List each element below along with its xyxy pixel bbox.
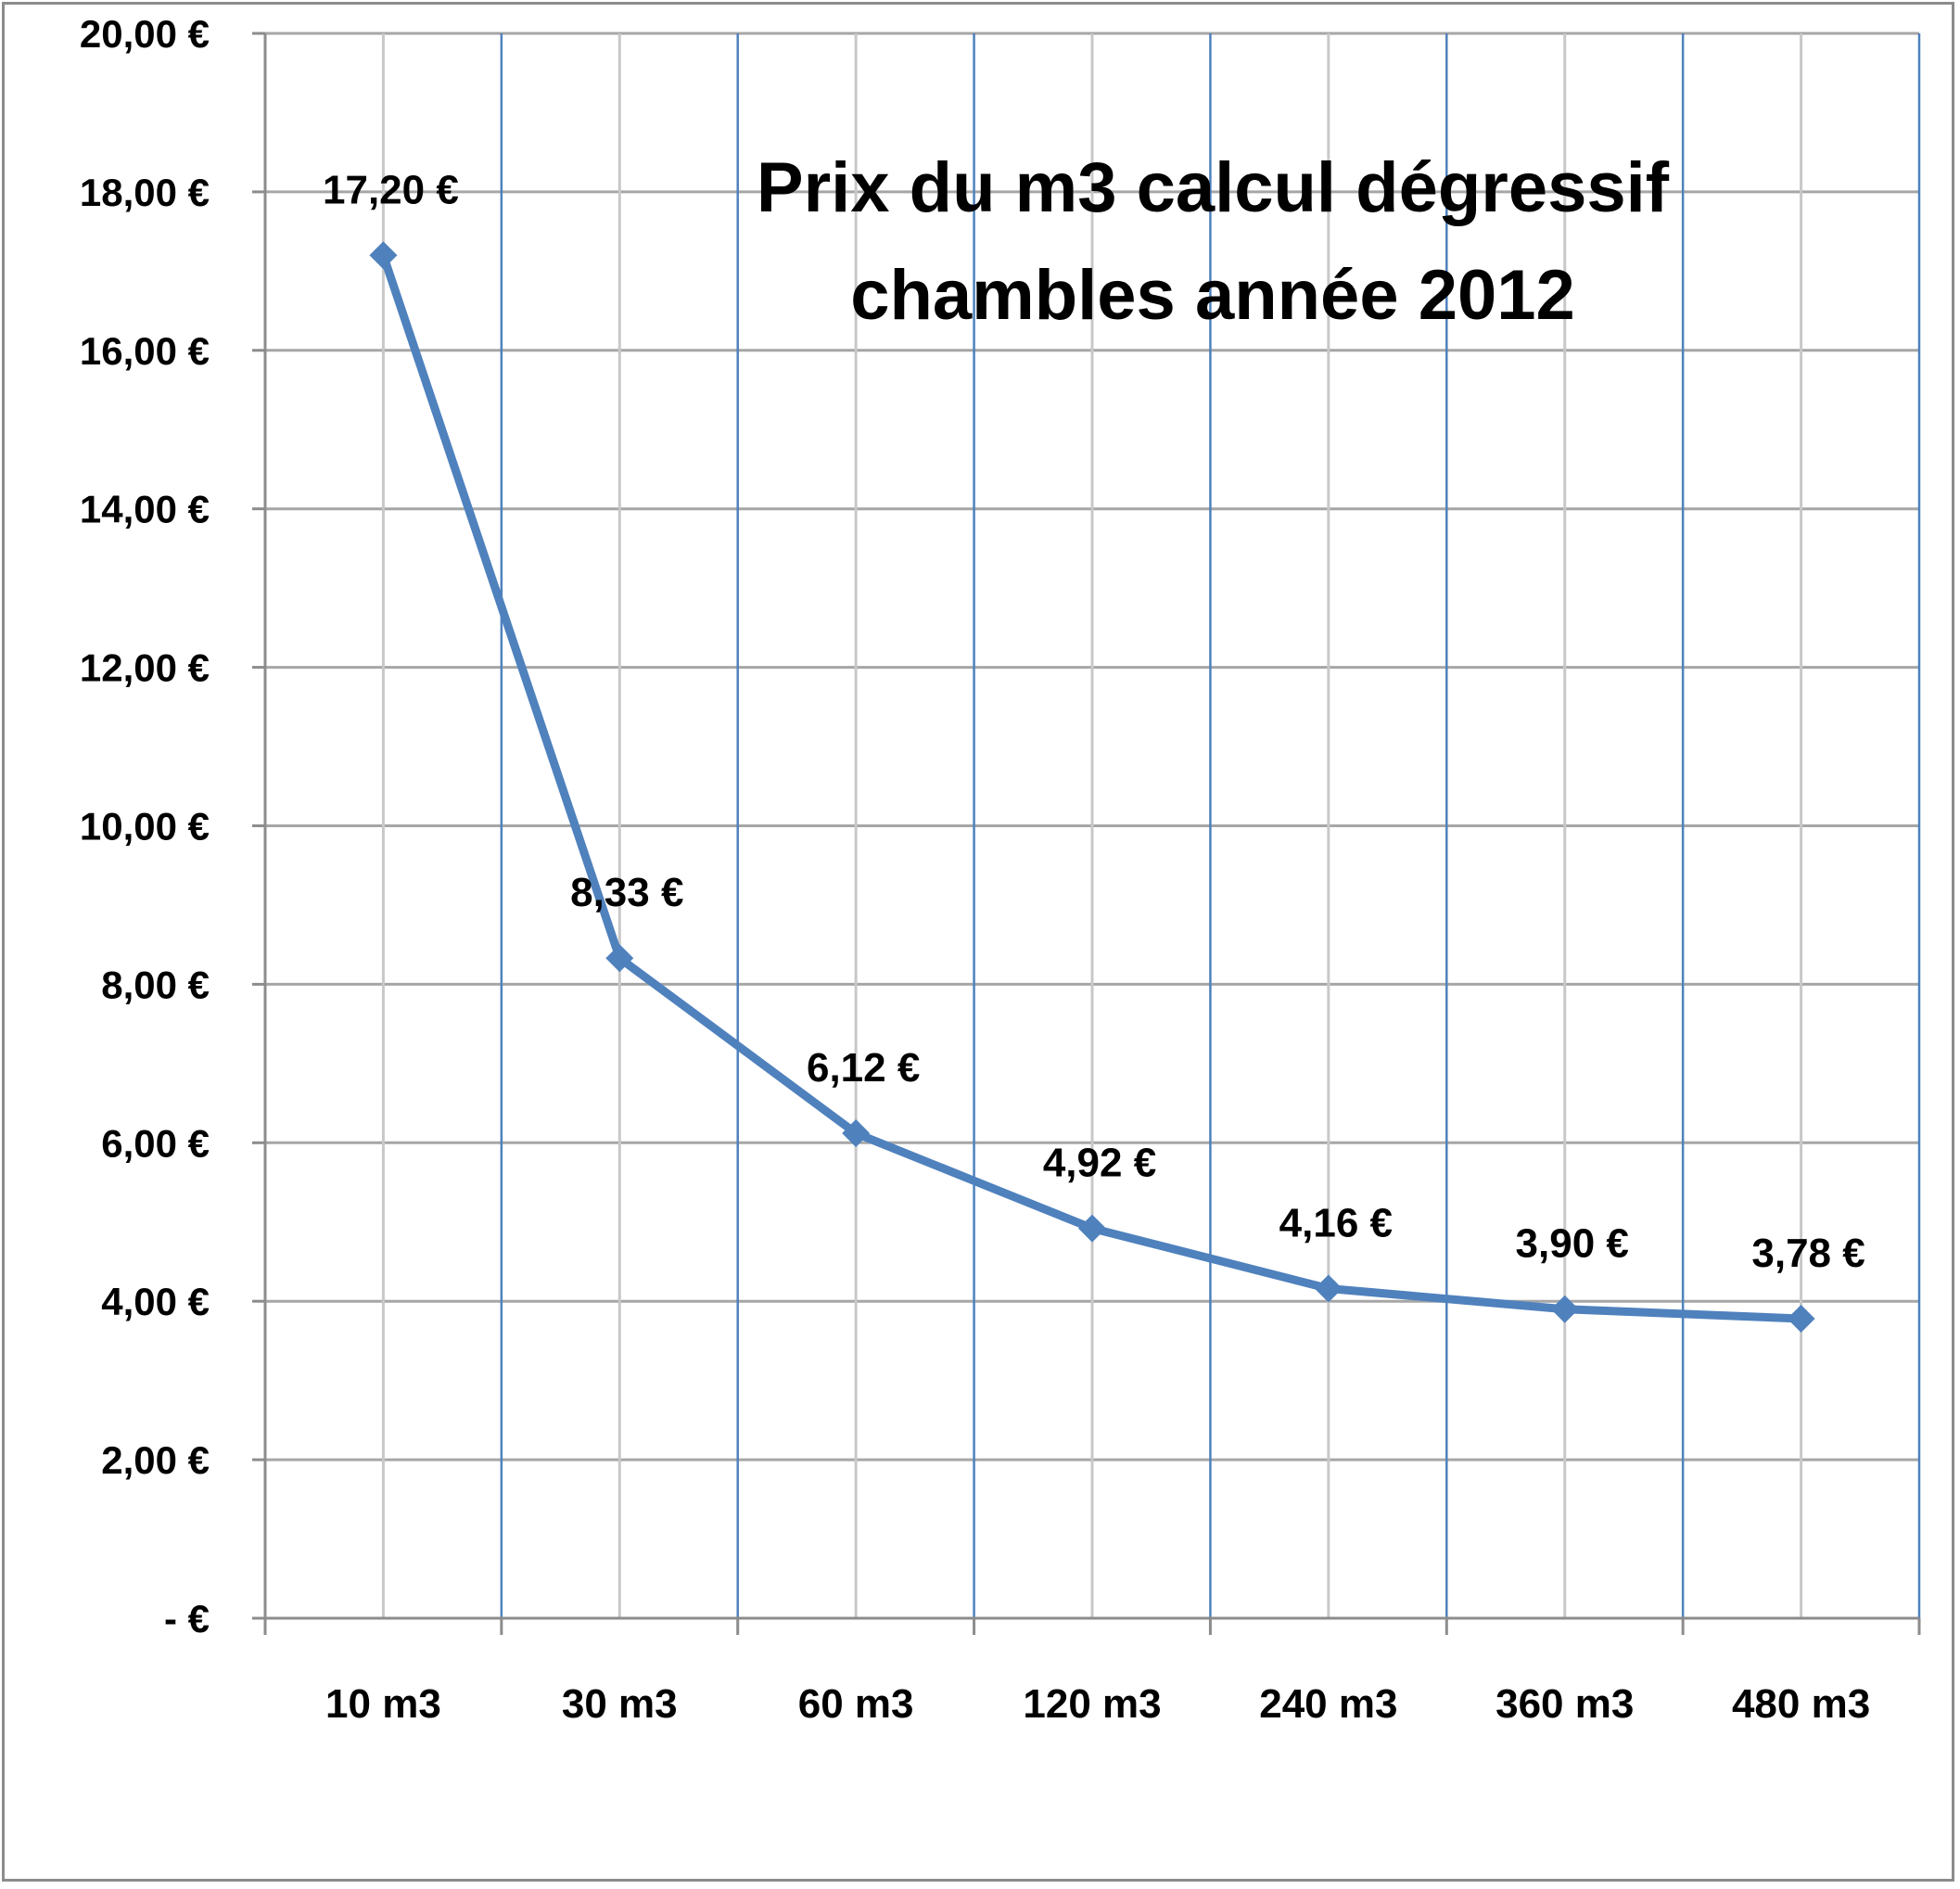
data-point-marker — [369, 241, 398, 270]
x-tick-label: 60 m3 — [798, 1681, 914, 1727]
data-label: 8,33 € — [570, 870, 683, 915]
y-tick-label: - € — [164, 1597, 210, 1640]
y-tick-label: 12,00 € — [80, 646, 210, 690]
data-label: 17,20 € — [323, 167, 459, 212]
y-tick-label: 10,00 € — [80, 805, 210, 849]
data-label: 6,12 € — [807, 1045, 920, 1091]
y-tick-label: 6,00 € — [101, 1121, 210, 1165]
data-point-marker — [1314, 1274, 1343, 1303]
x-tick-label: 480 m3 — [1732, 1681, 1870, 1727]
data-label: 3,90 € — [1516, 1221, 1629, 1267]
y-tick-label: 18,00 € — [80, 171, 210, 214]
data-point-marker — [605, 944, 634, 973]
data-point-marker — [1550, 1295, 1579, 1323]
data-label: 4,16 € — [1279, 1201, 1393, 1246]
chart-title-line-2: chambles année 2012 — [850, 256, 1575, 335]
data-label: 4,92 € — [1043, 1141, 1156, 1186]
axes — [252, 32, 1921, 1635]
data-point-marker — [1787, 1304, 1815, 1333]
x-tick-label: 30 m3 — [562, 1681, 678, 1727]
grid — [265, 32, 1921, 1618]
data-label: 3,78 € — [1751, 1231, 1865, 1276]
y-tick-label: 20,00 € — [80, 12, 210, 56]
y-tick-label: 8,00 € — [101, 963, 210, 1006]
y-tick-label: 14,00 € — [80, 488, 210, 531]
data-point-marker — [1078, 1214, 1106, 1243]
x-tick-label: 10 m3 — [325, 1681, 441, 1727]
chart-title-line-1: Prix du m3 calcul dégressif — [757, 148, 1670, 227]
y-tick-label: 4,00 € — [101, 1280, 210, 1323]
x-tick-labels: 10 m3 30 m3 60 m3 120 m3 240 m3 360 m3 480 m3 — [325, 1681, 1870, 1727]
data-point-marker — [842, 1119, 871, 1148]
x-tick-label: 120 m3 — [1023, 1681, 1161, 1727]
series-line-group — [369, 241, 1815, 1333]
y-tick-label: 16,00 € — [80, 329, 210, 373]
y-tick-labels: - € 2,00 € 4,00 € 6,00 € 8,00 € 10,00 € 12,00 … — [80, 12, 210, 1640]
x-tick-label: 240 m3 — [1259, 1681, 1397, 1727]
x-tick-label: 360 m3 — [1495, 1681, 1634, 1727]
data-labels: 17,20 € 8,33 € 6,12 € 4,92 € 4,16 € 3,90 € 3,7… — [323, 167, 1865, 1276]
y-tick-label: 2,00 € — [101, 1438, 210, 1482]
